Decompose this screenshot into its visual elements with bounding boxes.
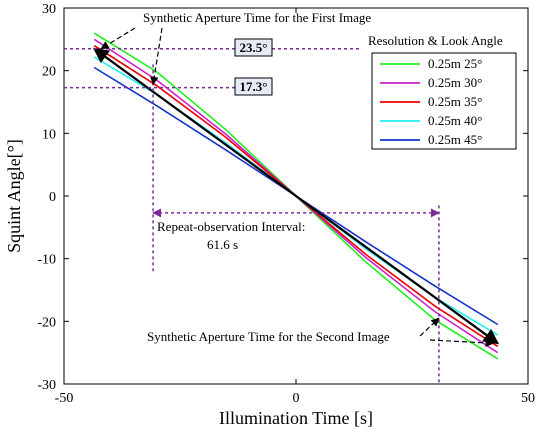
y-tick-label: 20 <box>42 65 56 80</box>
angle-low-label: 17.3° <box>240 79 268 94</box>
legend-label: 0.25m 25° <box>428 56 482 71</box>
legend-title: Resolution & Look Angle <box>368 33 503 48</box>
second-image-pointer-a <box>419 317 440 337</box>
y-tick-label: -20 <box>37 315 56 330</box>
interval-annotation-line1: Repeat-observation Interval: <box>157 219 305 234</box>
x-axis-title: Illumination Time [s] <box>219 408 373 428</box>
legend-label: 0.25m 45° <box>428 132 482 147</box>
angle-high-label: 23.5° <box>240 40 268 55</box>
y-axis-title: Squint Angle[°] <box>4 139 24 253</box>
y-tick-label: 0 <box>49 190 56 205</box>
guide-lines <box>64 27 495 384</box>
x-tick-label: 0 <box>293 391 300 406</box>
first-image-pointer-b <box>150 27 163 86</box>
legend-label: 0.25m 30° <box>428 75 482 90</box>
y-tick-label: -30 <box>37 378 56 393</box>
interval-annotation-line2: 61.6 s <box>207 237 238 252</box>
second-image-annotation: Synthetic Aperture Time for the Second I… <box>147 329 390 344</box>
x-tick-label: 50 <box>521 391 535 406</box>
squint-reference-line <box>92 47 500 345</box>
y-tick-label: -10 <box>37 253 56 268</box>
y-tick-label: 10 <box>42 127 56 142</box>
axis-ticks: -50 0 50 -30 -20 -10 0 10 20 30 <box>37 2 535 406</box>
x-tick-label: -50 <box>55 391 74 406</box>
y-tick-label: 30 <box>42 2 56 17</box>
legend-items: 0.25m 25° 0.25m 30° 0.25m 35° 0.25m 40° 0.25… <box>380 56 482 147</box>
legend-label: 0.25m 40° <box>428 113 482 128</box>
legend-box <box>371 52 517 150</box>
legend-label: 0.25m 35° <box>428 94 482 109</box>
angle-high-box <box>234 38 273 57</box>
first-image-pointer-a <box>100 27 136 50</box>
first-image-annotation: Synthetic Aperture Time for the First Im… <box>143 10 371 25</box>
angle-low-box <box>234 77 273 96</box>
second-image-pointer-b <box>429 338 495 348</box>
